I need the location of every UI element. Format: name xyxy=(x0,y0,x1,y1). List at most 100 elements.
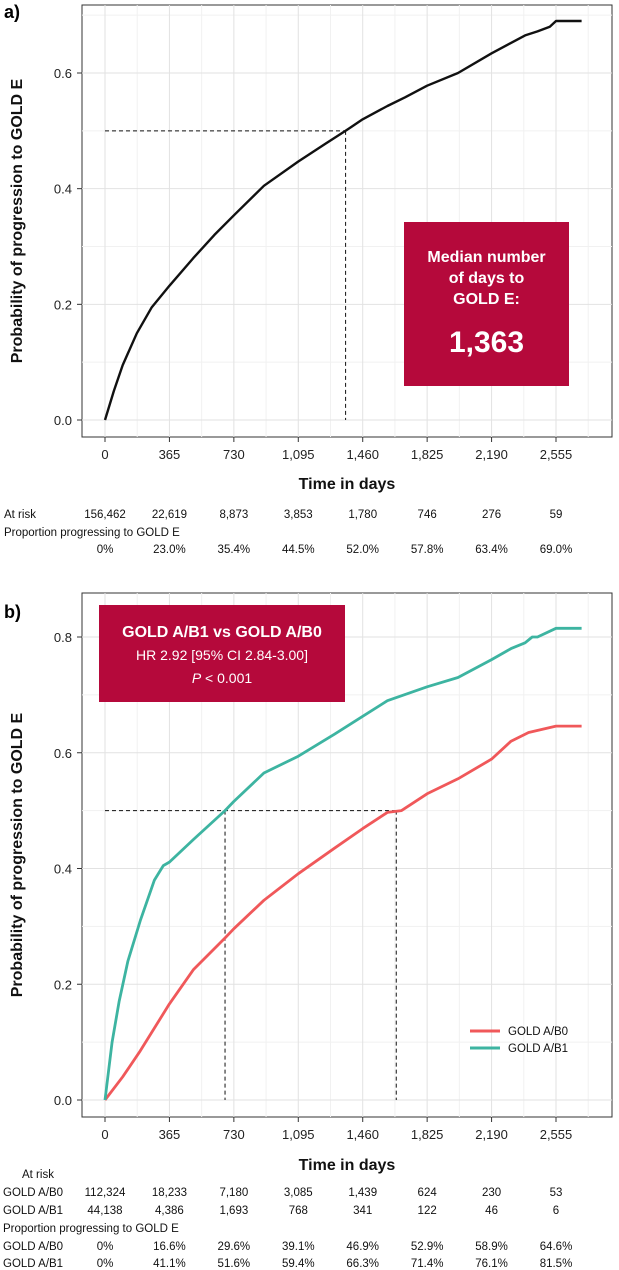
risk-at-risk-value: 112,324 xyxy=(85,1187,126,1199)
annotation-p-value: P < 0.001 xyxy=(192,670,253,686)
risk-proportion-value: 76.1% xyxy=(475,1258,508,1270)
risk-row-label: GOLD A/B1 xyxy=(3,1258,63,1270)
x-tick-label: 1,825 xyxy=(411,1127,444,1142)
risk-proportion-value: 0% xyxy=(97,1258,114,1270)
annotation-box xyxy=(99,605,345,702)
x-tick-label: 1,460 xyxy=(346,1127,379,1142)
annotation-line: of days to xyxy=(449,270,525,287)
risk-proportion-value: 39.1% xyxy=(282,1241,315,1253)
annotation-comparison-part: vs xyxy=(209,624,236,641)
risk-proportion-value: 29.6% xyxy=(218,1241,251,1253)
risk-at-risk-value: 1,439 xyxy=(348,1187,377,1199)
risk-row-label: GOLD A/B0 xyxy=(3,1187,63,1199)
risk-proportion-value: 51.6% xyxy=(218,1258,251,1270)
x-tick-label: 0 xyxy=(101,1127,108,1142)
panel-label: b) xyxy=(4,602,21,622)
risk-proportion-value: 0% xyxy=(97,544,114,556)
risk-at-risk-value: 276 xyxy=(482,509,501,521)
annotation-line: Median number xyxy=(427,249,545,266)
annotation-box xyxy=(404,222,569,386)
y-tick-label: 0.8 xyxy=(54,630,72,645)
risk-proportion-value: 58.9% xyxy=(475,1241,508,1253)
risk-proportion-value: 0% xyxy=(97,1241,114,1253)
risk-at-risk-value: 230 xyxy=(482,1187,501,1199)
x-tick-label: 730 xyxy=(223,447,245,462)
series-line-gold-a-b1 xyxy=(103,626,582,1101)
x-tick-label: 2,190 xyxy=(475,1127,508,1142)
risk-proportion-value: 71.4% xyxy=(411,1258,444,1270)
risk-proportion-value: 81.5% xyxy=(540,1258,573,1270)
risk-at-risk-value: 7,180 xyxy=(219,1187,248,1199)
risk-at-risk-value: 3,853 xyxy=(284,509,313,521)
risk-at-risk-label: At risk xyxy=(22,1169,54,1181)
x-tick-label: 1,095 xyxy=(282,447,315,462)
y-tick-label: 0.2 xyxy=(54,297,72,312)
y-tick-label: 0.0 xyxy=(54,1093,72,1108)
annotation-p-symbol: P xyxy=(192,670,202,686)
risk-proportion-value: 46.9% xyxy=(346,1241,379,1253)
x-tick-label: 1,095 xyxy=(282,1127,315,1142)
series-line-gold-a-b0 xyxy=(103,724,582,1101)
x-tick-label: 365 xyxy=(159,1127,181,1142)
annotation-comparison-part: GOLD A/B1 xyxy=(122,624,209,641)
risk-row-label: GOLD A/B0 xyxy=(3,1241,63,1253)
legend-label: GOLD A/B0 xyxy=(508,1026,568,1038)
y-axis-title: Probability of progression to GOLD E xyxy=(9,712,26,997)
risk-proportion-value: 23.0% xyxy=(153,544,186,556)
y-tick-label: 0.2 xyxy=(54,977,72,992)
risk-at-risk-value: 3,085 xyxy=(284,1187,313,1199)
y-tick-label: 0.0 xyxy=(54,413,72,428)
x-tick-label: 1,460 xyxy=(346,447,379,462)
risk-at-risk-value: 624 xyxy=(418,1187,438,1199)
risk-proportion-value: 63.4% xyxy=(475,544,508,556)
risk-at-risk-value: 156,462 xyxy=(84,509,126,521)
risk-at-risk-value: 8,873 xyxy=(219,509,248,521)
annotation-hazard-ratio: HR 2.92 [95% CI 2.84-3.00] xyxy=(136,647,308,663)
risk-at-risk-value: 746 xyxy=(418,509,437,521)
y-tick-label: 0.4 xyxy=(54,182,72,197)
risk-proportion-value: 66.3% xyxy=(346,1258,379,1270)
risk-at-risk-value: 22,619 xyxy=(152,509,187,521)
x-tick-label: 365 xyxy=(159,447,181,462)
risk-proportion-value: 52.9% xyxy=(411,1241,444,1253)
risk-at-risk-value: 59 xyxy=(550,509,563,521)
risk-proportion-value: 69.0% xyxy=(540,544,573,556)
x-tick-label: 1,825 xyxy=(411,447,444,462)
risk-at-risk-value: 768 xyxy=(289,1205,308,1217)
annotation-p-rest: < 0.001 xyxy=(201,670,252,686)
annotation-comparison-part: GOLD A/B0 xyxy=(235,624,322,641)
risk-at-risk-value: 122 xyxy=(418,1205,437,1217)
risk-at-risk-value: 1,780 xyxy=(348,509,377,521)
y-tick-label: 0.4 xyxy=(54,862,72,877)
risk-proportion-value: 44.5% xyxy=(282,544,315,556)
risk-proportion-value: 57.8% xyxy=(411,544,444,556)
x-axis-title: Time in days xyxy=(299,1157,396,1174)
risk-proportion-value: 41.1% xyxy=(153,1258,186,1270)
annotation-median-value: 1,363 xyxy=(449,326,524,359)
x-axis-title: Time in days xyxy=(299,476,396,493)
annotation-line: GOLD E: xyxy=(453,291,520,308)
risk-at-risk-value: 53 xyxy=(550,1187,563,1199)
risk-proportion-value: 16.6% xyxy=(153,1241,186,1253)
risk-at-risk-value: 4,386 xyxy=(155,1205,184,1217)
risk-at-risk-value: 6 xyxy=(553,1205,559,1217)
risk-proportion-value: 52.0% xyxy=(346,544,379,556)
risk-at-risk-label: At risk xyxy=(4,509,36,521)
risk-at-risk-value: 18,233 xyxy=(152,1187,187,1199)
risk-row-label: GOLD A/B1 xyxy=(3,1205,63,1217)
risk-proportion-value: 64.6% xyxy=(540,1241,573,1253)
y-axis-title: Probability of progression to GOLD E xyxy=(9,78,26,363)
x-tick-label: 2,555 xyxy=(540,447,573,462)
risk-proportion-value: 59.4% xyxy=(282,1258,315,1270)
risk-at-risk-value: 46 xyxy=(485,1205,498,1217)
chart-panel-a: 0 365 730 1,095 1,460 1,825 2,190 2,555 0.0 0.2 0.… xyxy=(4,2,613,556)
x-tick-label: 730 xyxy=(223,1127,245,1142)
risk-at-risk-value: 1,693 xyxy=(219,1205,248,1217)
x-tick-label: 2,555 xyxy=(540,1127,573,1142)
legend-label: GOLD A/B1 xyxy=(508,1043,568,1055)
x-tick-label: 2,190 xyxy=(475,447,508,462)
risk-proportion-value: 35.4% xyxy=(218,544,251,556)
chart-panel-b: 0 365 730 1,095 1,460 1,825 2,190 2,555 0.0 0.2 0.… xyxy=(3,592,613,1270)
series-line-all xyxy=(103,19,582,421)
